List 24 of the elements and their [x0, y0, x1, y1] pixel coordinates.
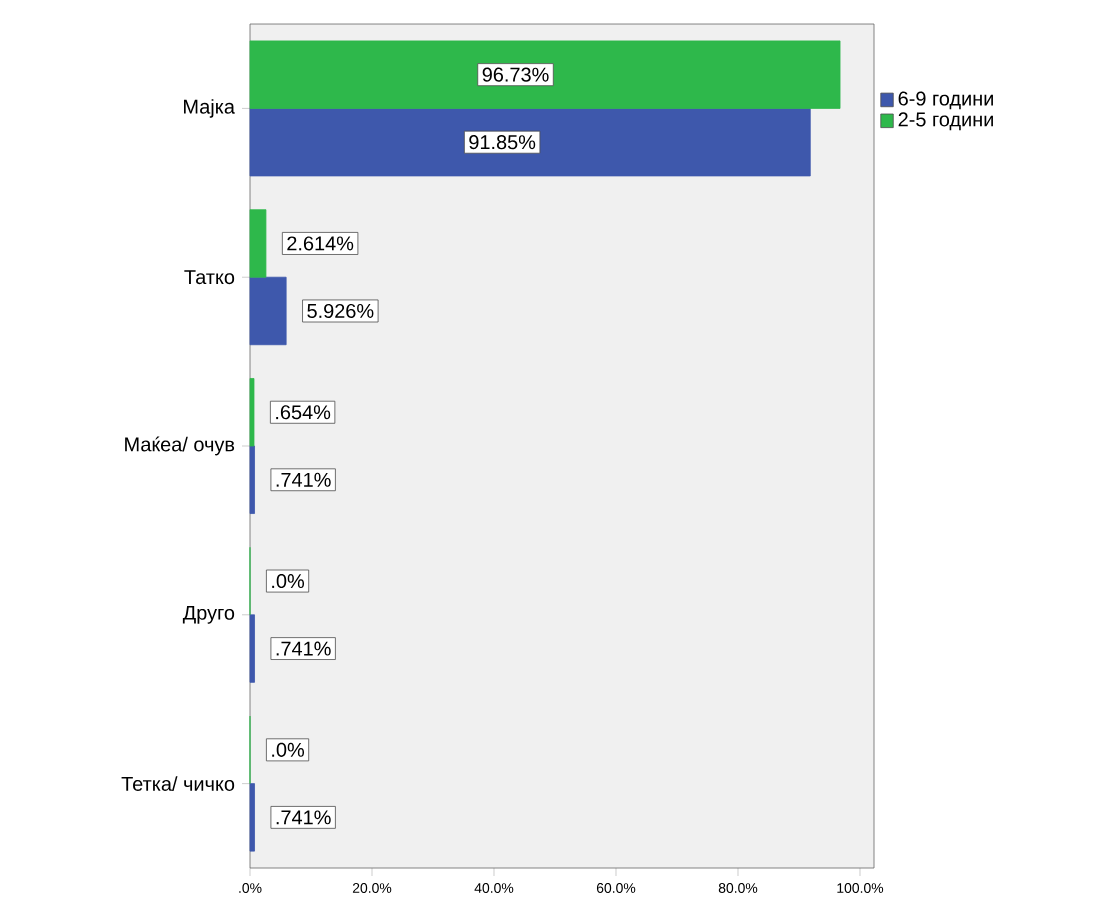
data-label: .0%: [272, 574, 305, 589]
bar: [249, 614, 255, 683]
data-label: .741%: [276, 810, 331, 825]
y-tick-label: Тетка/ чичко: [121, 776, 235, 791]
y-tick-label: Татко: [184, 270, 235, 285]
bar: [249, 108, 811, 177]
bar: [249, 276, 287, 346]
bar: [249, 783, 255, 852]
data-label: .741%: [276, 641, 331, 656]
data-label: 96.73%: [482, 67, 549, 82]
y-tick-label: Мајка: [184, 99, 235, 118]
data-label: 5.926%: [307, 303, 374, 319]
bar: [249, 40, 841, 109]
legend-label: 2-5 години: [898, 112, 993, 131]
data-label: 2.614%: [287, 236, 354, 251]
legend-label: 6-9 години: [898, 91, 993, 110]
y-tick-label: Маќеа/ очув: [125, 436, 235, 456]
bar: [249, 445, 255, 514]
data-label: .741%: [276, 472, 331, 487]
bar: [249, 209, 267, 278]
data-label: 91.85%: [469, 135, 536, 150]
data-label: .0%: [272, 742, 305, 757]
data-label: .654%: [276, 405, 331, 420]
y-tick-label: Друго: [182, 605, 235, 624]
